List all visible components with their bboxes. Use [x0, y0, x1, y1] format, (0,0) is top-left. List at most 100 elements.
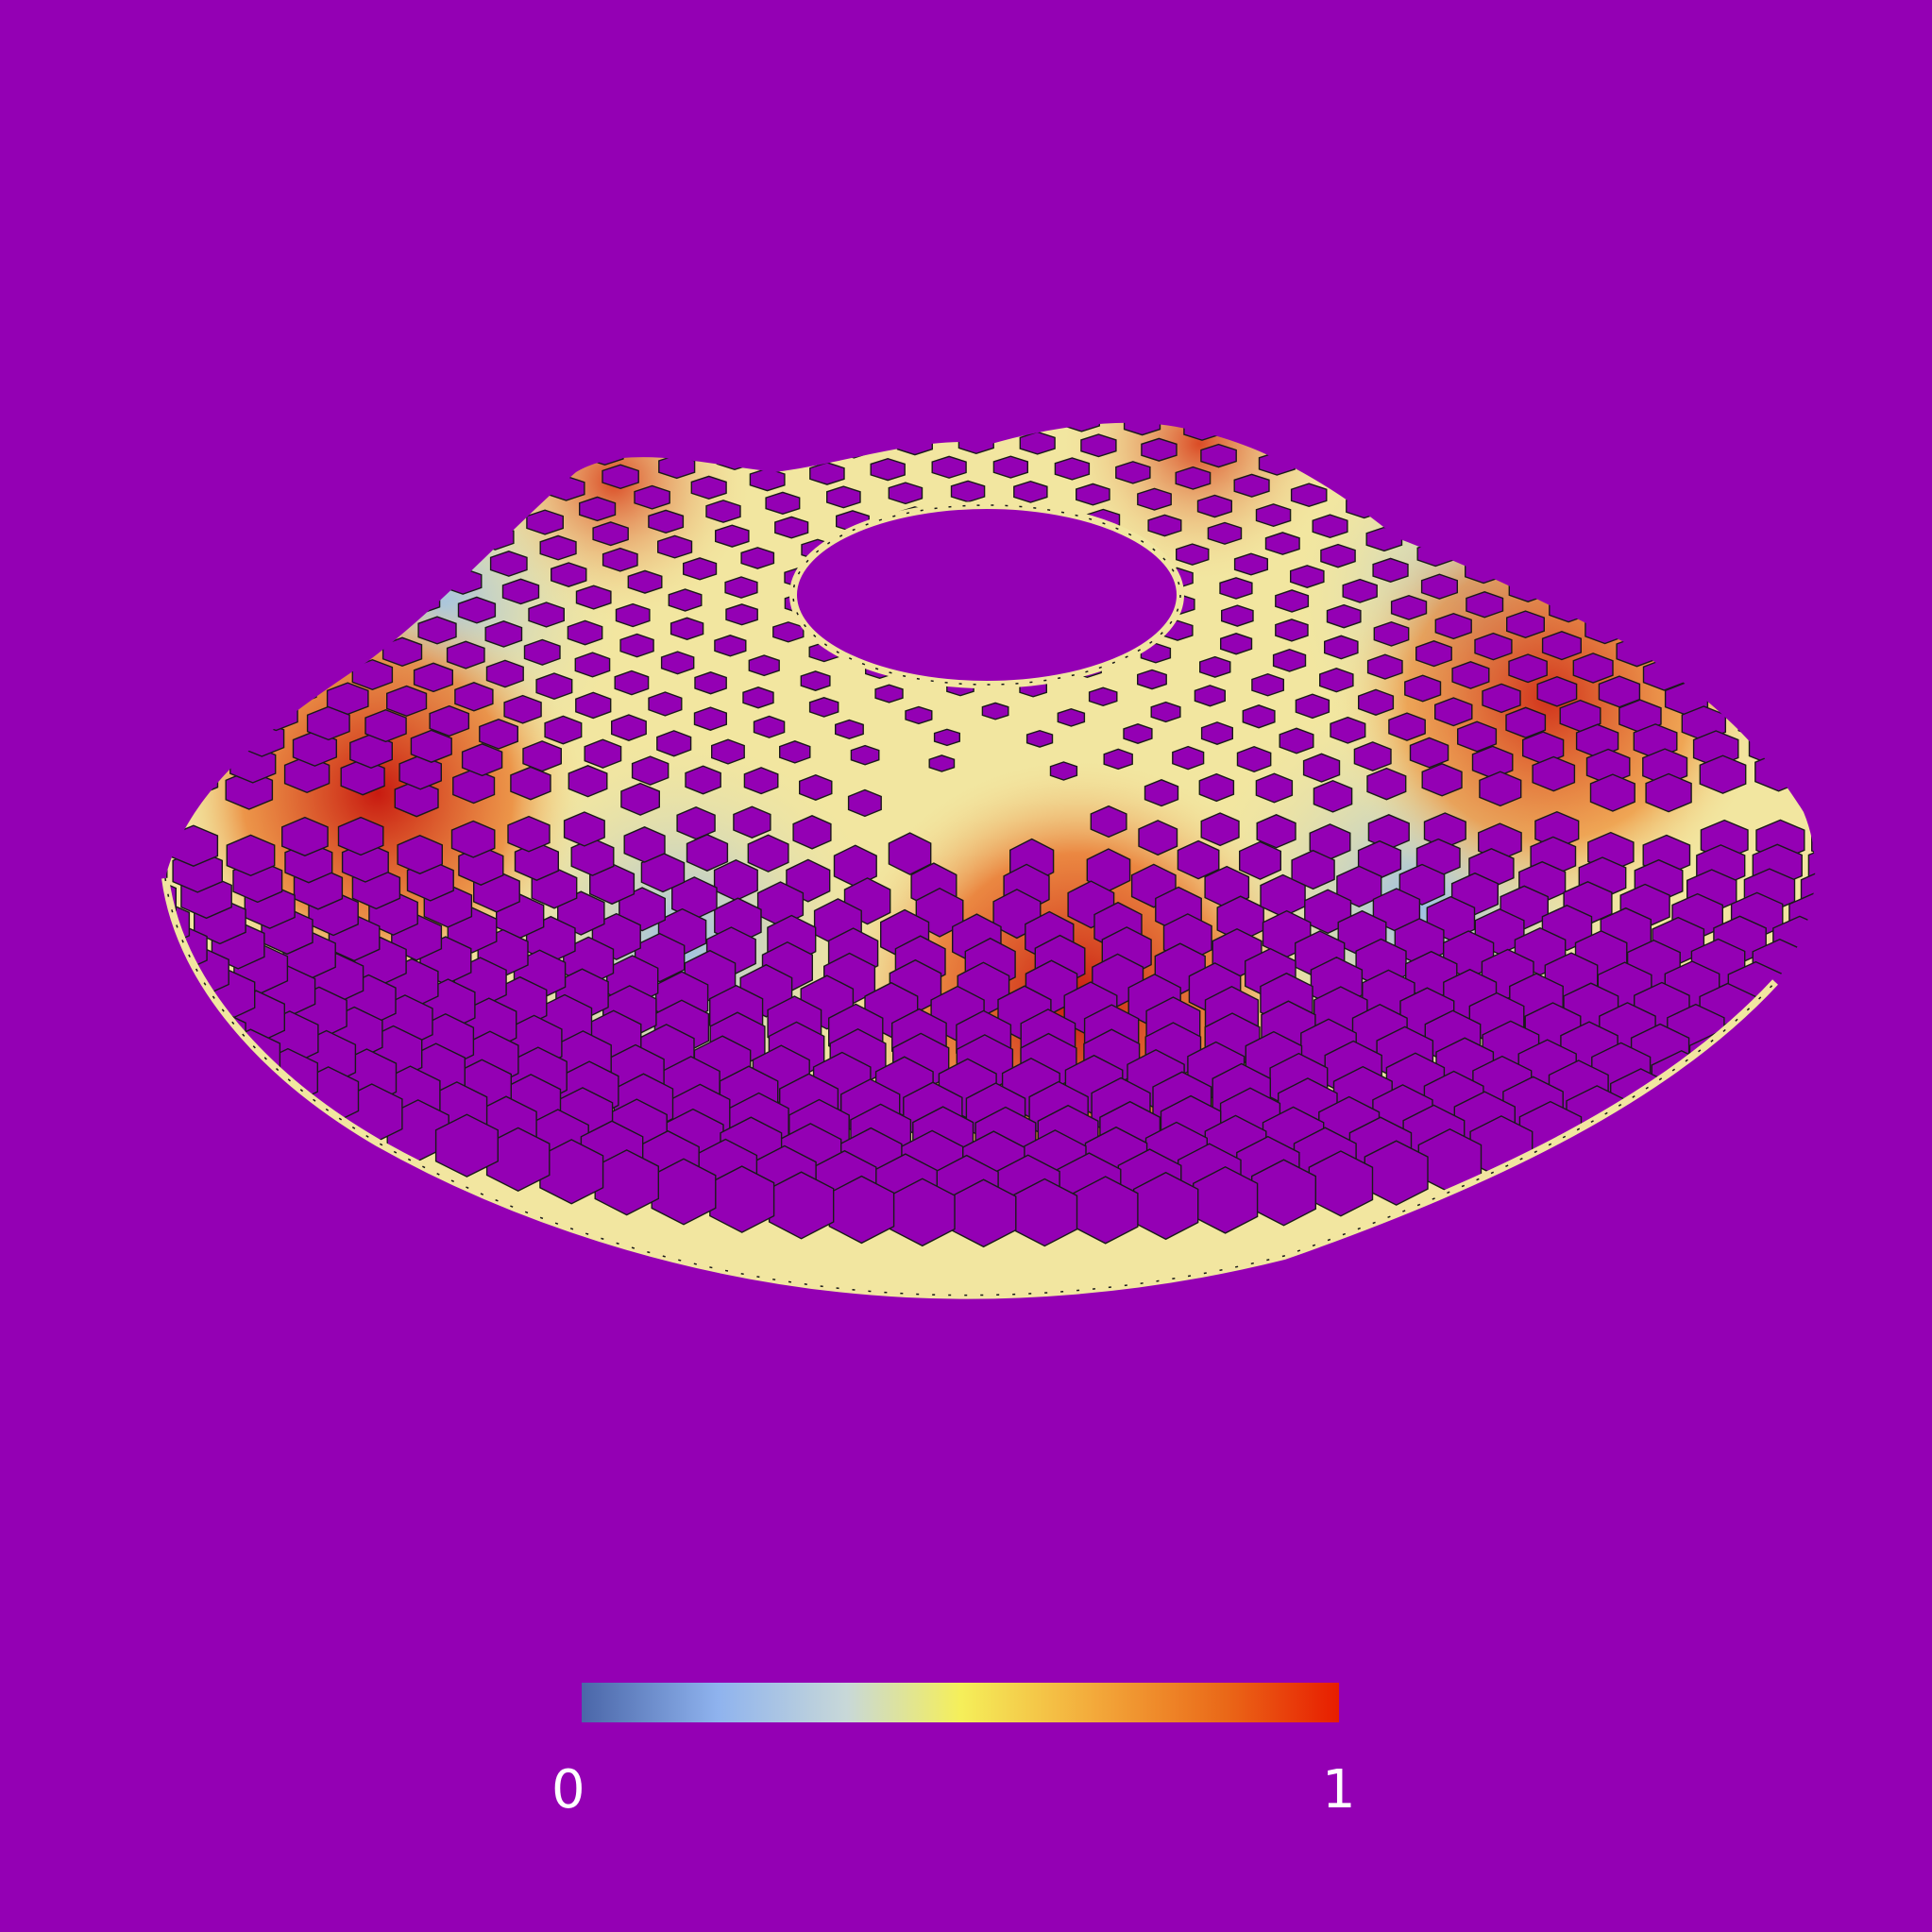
hexagon-cell — [1809, 748, 1816, 790]
hexagon-cell — [410, 729, 452, 763]
hexagon-cell — [574, 652, 611, 678]
hexagon-cell — [1144, 779, 1179, 807]
hexagon-cell — [753, 715, 786, 738]
hexagon-cell — [1645, 567, 1687, 598]
hexagon-cell — [531, 450, 570, 478]
hexagon-cell — [551, 562, 587, 587]
hexagon-cell — [1807, 843, 1816, 889]
hexagon-cell — [1313, 779, 1353, 813]
hexagon-cell — [1033, 604, 1065, 626]
hexagon-cell — [693, 706, 727, 731]
colorbar-min-label: 0 — [551, 1759, 585, 1821]
hexagon-cell — [1451, 661, 1490, 689]
hexagon-cell — [1196, 494, 1233, 518]
hexagon-cell — [1320, 543, 1356, 568]
hexagon-cell — [1099, 560, 1132, 582]
hexagon-cell — [1495, 535, 1534, 564]
hexagon-cell — [1778, 610, 1816, 645]
hexagon-cell — [165, 987, 216, 1042]
hexagon-cell — [507, 815, 551, 853]
hexagon-cell — [1409, 737, 1449, 769]
hexagon-cell — [1433, 697, 1473, 727]
hexagon-cell — [292, 730, 337, 767]
hexagon-cell — [1062, 422, 1101, 432]
hexagon-cell — [575, 691, 612, 720]
hexagon-cell — [1233, 473, 1270, 498]
hexagon-cell — [1867, 753, 1916, 793]
hexagon-cell — [759, 422, 797, 441]
hexagon-cell — [1025, 729, 1054, 748]
hexagon-cell — [1867, 827, 1917, 870]
hexagon-cell — [1256, 814, 1296, 849]
top-opening-atoms — [792, 504, 1181, 686]
hexagon-cell — [1699, 754, 1747, 794]
hexagon-cell — [165, 965, 189, 1019]
hexagon-cell — [819, 422, 856, 435]
hexagon-cell — [454, 682, 494, 712]
hexagon-cell — [705, 500, 741, 523]
hexagon-cell — [59, 751, 108, 791]
hexagon-cell — [1090, 805, 1127, 839]
hexagon-cell — [870, 457, 906, 482]
hexagon-cell — [846, 585, 878, 606]
hexagon-cell — [344, 576, 385, 606]
hexagon-cell — [484, 620, 523, 648]
hexagon-cell — [181, 586, 227, 620]
hexagon-cell — [398, 754, 442, 790]
hexagon-cell — [1220, 604, 1254, 627]
hexagon-cell — [634, 484, 670, 510]
hexagon-cell — [585, 440, 624, 466]
hexagon-cell — [450, 820, 496, 858]
hexagon-cell — [1365, 526, 1403, 552]
hexagon-cell — [1258, 450, 1296, 476]
hexagon-cell — [165, 684, 189, 721]
hexagon-cell — [1683, 548, 1726, 580]
hexagon-cell — [1264, 532, 1300, 555]
hexagon-cell — [1318, 667, 1354, 693]
hexagon-cell — [711, 738, 745, 765]
hexagon-cell — [1827, 924, 1882, 972]
hexagon-cell — [1002, 422, 1040, 431]
hexagon-cell — [1289, 565, 1325, 588]
hexagon-cell — [1580, 571, 1621, 602]
hexagon-cell — [1390, 594, 1428, 620]
hexagon-cell — [1207, 521, 1243, 545]
hexagon-cell — [1645, 772, 1692, 813]
hexagon-cell — [1177, 839, 1220, 880]
hexagon-cell — [742, 686, 774, 709]
hexagon-cell — [1175, 466, 1212, 490]
hexagon-cell — [165, 708, 177, 747]
hexagon-cell — [1290, 483, 1328, 508]
hexagon-cell — [740, 547, 775, 569]
hexagon-cell — [523, 638, 561, 666]
dome-outer-rim — [161, 877, 1778, 1299]
hexagon-cell — [251, 546, 295, 577]
hexagon-cell — [427, 477, 467, 505]
hexagon-cell — [65, 873, 117, 918]
hexagon-cell — [307, 596, 349, 627]
hexagon-cell — [417, 616, 457, 645]
hexagon-cell — [1312, 514, 1348, 539]
hexagon-cell — [1760, 652, 1806, 688]
hexagon-cell — [579, 496, 617, 522]
hexagon-cell — [306, 705, 350, 741]
hexagon-cell — [328, 627, 370, 658]
hexagon-cell — [1019, 431, 1056, 455]
hexagon-cell — [960, 504, 995, 527]
hexagon-cell — [743, 767, 779, 795]
hexagon-cell — [1779, 676, 1816, 713]
hexagon-cell — [429, 539, 468, 568]
hexagon-cell — [1474, 632, 1513, 661]
hexagon-cell — [397, 518, 437, 547]
hexagon-cell — [700, 422, 738, 448]
hexagon-cell — [845, 559, 878, 582]
hexagon-cell — [1275, 589, 1310, 613]
hexagon-cell — [165, 875, 178, 923]
hexagon-cell — [676, 805, 716, 840]
hexagon-cell — [1251, 672, 1285, 697]
hexagon-cell — [485, 659, 524, 688]
hexagon-cell — [1299, 431, 1338, 457]
hexagon-cell — [724, 576, 758, 599]
hexagon-cell — [1013, 480, 1048, 503]
